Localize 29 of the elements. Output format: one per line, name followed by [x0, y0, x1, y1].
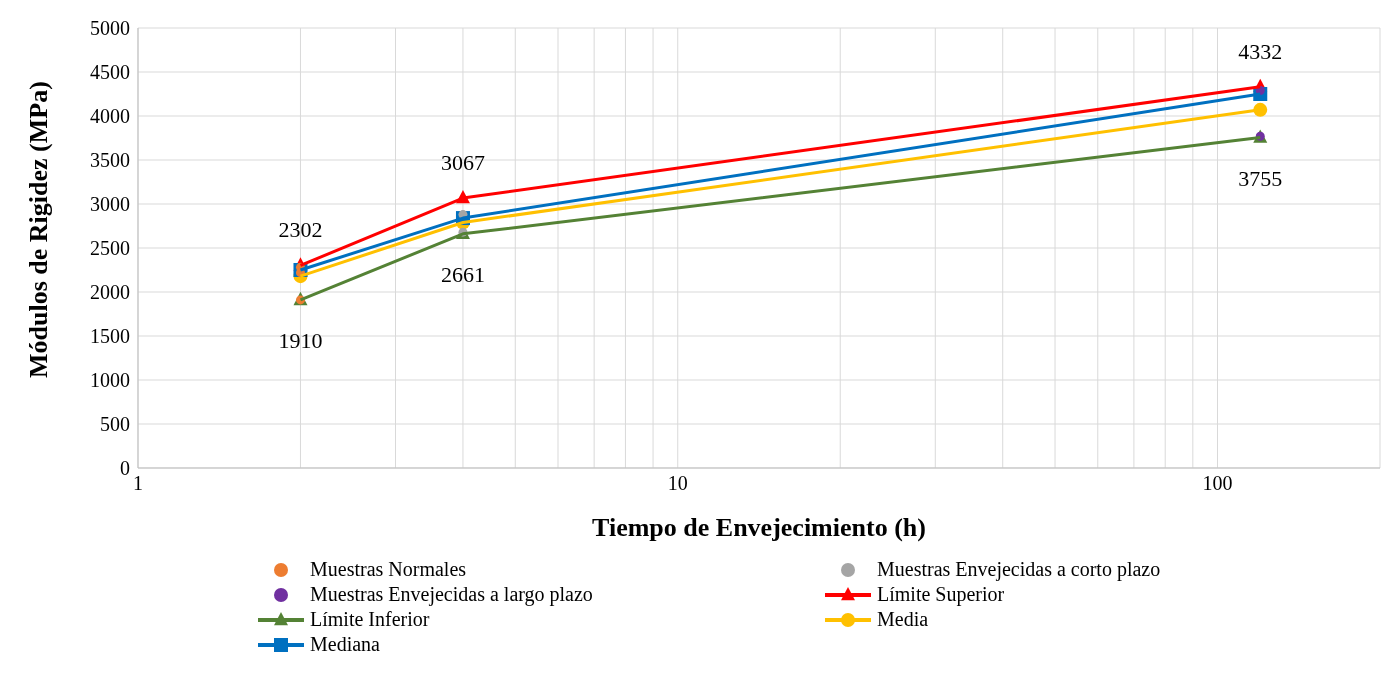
legend-label: Muestras Envejecidas a corto plazo [877, 558, 1161, 581]
y-tick-label: 4000 [90, 105, 130, 128]
y-tick-label: 1500 [90, 325, 130, 348]
legend-label: Muestras Normales [310, 558, 467, 581]
y-tick-label: 1000 [90, 369, 130, 392]
data-label: 2661 [440, 261, 485, 287]
data-label: 1910 [278, 327, 323, 353]
y-axis-title: Módulos de Rigidez (MPa) [24, 81, 54, 378]
y-tick-label: 5000 [90, 17, 130, 40]
y-tick-label: 4500 [90, 61, 130, 84]
legend-label: Límite Inferior [310, 608, 430, 631]
y-tick-label: 500 [100, 413, 130, 436]
y-tick-label: 3500 [90, 149, 130, 172]
x-axis-title: Tiempo de Envejecimiento (h) [592, 513, 926, 542]
data-label: 3755 [1238, 165, 1283, 191]
legend-label: Mediana [310, 633, 380, 656]
y-tick-label: 0 [120, 457, 130, 480]
x-tick-label: 100 [1202, 472, 1233, 495]
y-tick-label: 2500 [90, 237, 130, 260]
data-label: 3067 [440, 150, 485, 176]
legend-label: Muestras Envejecidas a largo plazo [310, 583, 593, 606]
legend-label: Media [877, 608, 929, 631]
y-tick-label: 3000 [90, 193, 130, 216]
data-label: 4332 [1238, 38, 1283, 64]
x-tick-label: 10 [667, 472, 688, 495]
legend-label: Límite Superior [877, 583, 1005, 606]
data-label: 2302 [278, 217, 323, 243]
x-tick-label: 1 [133, 472, 143, 495]
y-tick-label: 2000 [90, 281, 130, 304]
